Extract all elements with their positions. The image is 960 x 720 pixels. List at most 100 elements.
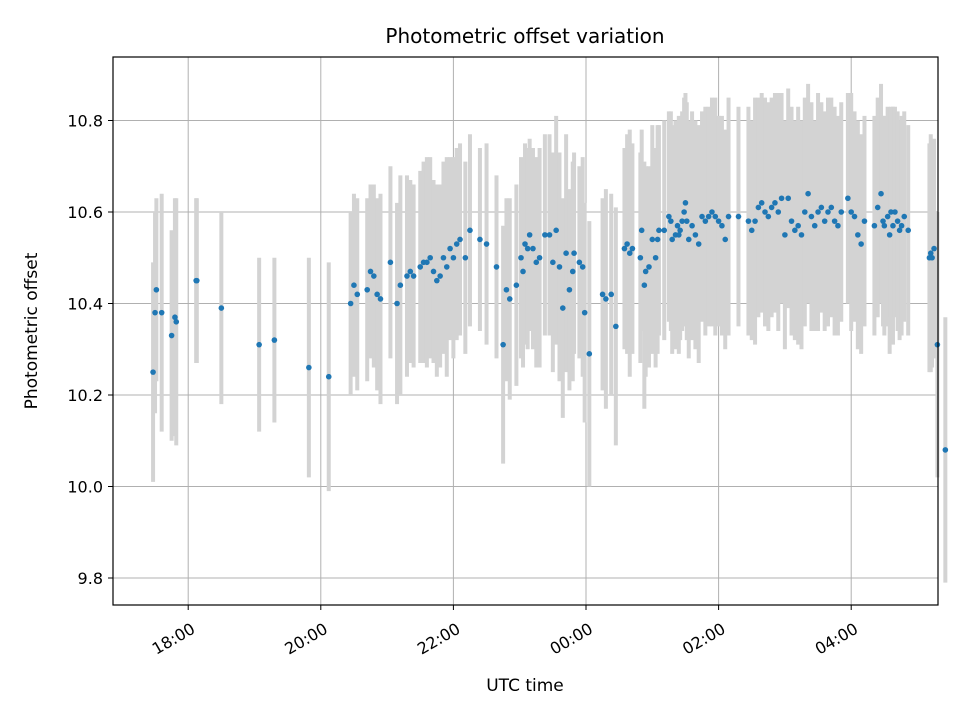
data-point [818,204,825,211]
data-point [689,222,695,229]
data-point [892,209,898,215]
data-point [621,245,628,252]
data-point [828,204,835,211]
data-point [725,213,732,220]
data-point [702,218,709,224]
data-point [576,259,583,266]
data-point [683,218,690,224]
data-point [931,245,937,252]
data-point [748,227,755,234]
data-point [569,268,576,275]
data-point [371,273,377,279]
y-tick-label: 10.0 [67,478,103,497]
data-point [699,213,705,220]
data-point [835,222,841,229]
data-point [896,227,903,234]
data-point [811,222,818,229]
chart-title: Photometric offset variation [385,24,664,48]
data-point [571,250,577,256]
data-point [536,254,543,261]
data-point [709,209,715,215]
data-point [417,264,424,270]
data-point [483,241,490,247]
data-point [845,195,851,202]
data-point [785,195,792,202]
data-point [705,213,712,220]
data-point [462,254,469,261]
data-point [855,232,861,238]
data-point [894,218,901,224]
data-point [668,218,674,224]
data-point [542,232,548,238]
data-point [752,218,758,224]
data-point [194,277,200,284]
data-point [364,286,371,293]
data-point [681,209,687,215]
data-point [520,268,526,275]
data-point [566,286,573,293]
data-point [805,190,811,197]
data-point [695,241,702,247]
data-point [677,227,683,234]
data-point [884,213,891,220]
x-axis-label: UTC time [486,676,564,696]
data-point [888,209,894,215]
data-point [613,323,619,330]
data-point [652,254,659,261]
data-point [772,200,778,206]
data-point [692,232,699,238]
data-point [788,218,795,224]
data-point [440,254,447,261]
data-point [256,341,262,348]
data-point [325,373,332,380]
data-points [150,190,949,453]
data-point [586,351,593,357]
data-point [424,259,430,266]
data-point [513,282,520,289]
data-point [682,200,689,206]
data-point [404,273,410,279]
data-point [861,218,868,224]
data-point [367,268,374,275]
data-point [905,227,912,234]
data-point [768,204,775,211]
data-point [556,264,563,270]
data-point [934,341,941,348]
data-point [719,222,725,229]
data-point [347,300,354,307]
data-point [518,254,524,261]
data-point [825,209,831,215]
data-point [927,250,934,256]
data-point [851,213,858,220]
data-point [758,200,765,206]
data-point [666,213,672,220]
data-point [669,236,675,243]
data-point [172,314,178,321]
data-point [712,213,719,220]
data-point [374,291,380,298]
y-tick-label: 10.6 [67,203,103,222]
data-point [581,309,588,316]
data-point [831,218,838,224]
data-point [929,254,935,261]
data-point [387,259,394,266]
data-point [530,245,536,252]
y-tick-label: 10.4 [67,295,103,314]
y-axis-ticks: 9.8 10.0 10.2 10.4 10.6 10.8 [67,112,113,588]
data-point [637,254,644,261]
data-point [656,227,662,234]
data-point [795,222,801,229]
data-point [553,227,559,234]
y-tick-label: 9.8 [78,569,103,588]
data-point [394,300,400,307]
data-point [524,245,531,252]
data-point [173,319,180,325]
data-point [848,209,854,215]
data-point [559,305,566,311]
data-point [649,236,656,243]
data-point [168,332,175,339]
data-point [453,241,460,247]
data-point [493,264,500,270]
data-point [942,447,949,453]
